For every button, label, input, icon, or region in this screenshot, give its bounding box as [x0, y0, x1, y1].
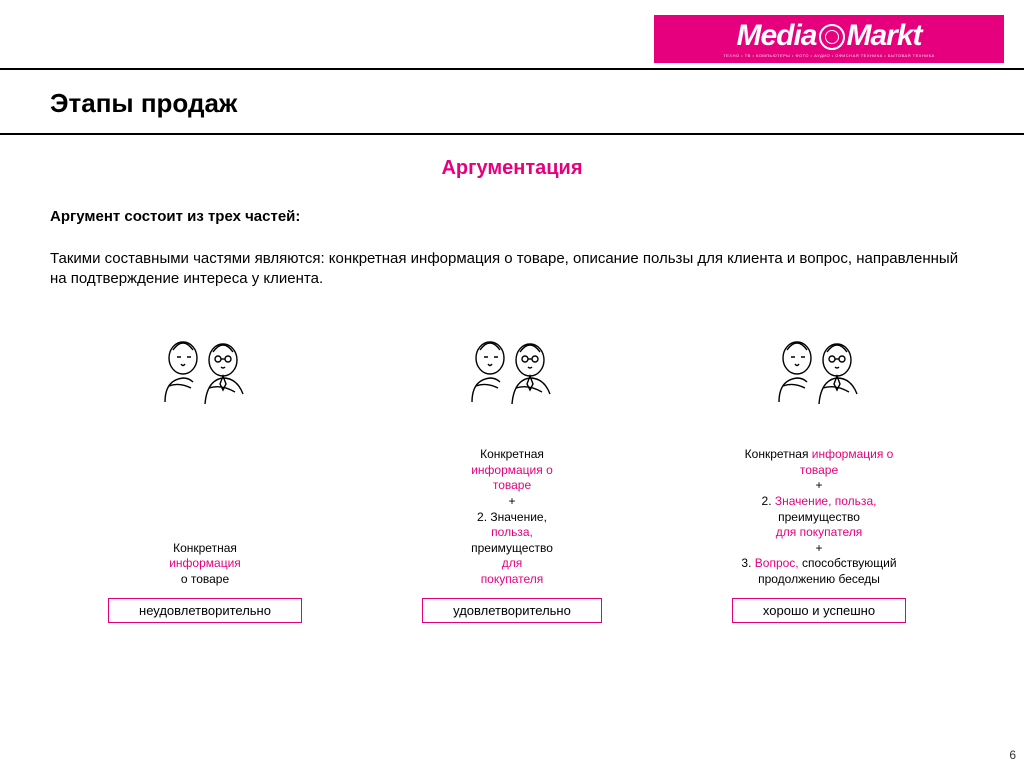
logo-right: Markt [847, 19, 922, 52]
rating-box: неудовлетворительно [108, 598, 302, 623]
two-people-icon [759, 330, 879, 420]
column-caption: Конкретнаяинформацияо товаре [169, 438, 241, 588]
page-number: 6 [1009, 748, 1016, 762]
header-bar: Media Markt ТЕХНО • ТВ • КОМПЬЮТЕРЫ • ФОТ… [0, 0, 1024, 70]
brand-logo: Media Markt ТЕХНО • ТВ • КОМПЬЮТЕРЫ • ФОТ… [654, 15, 1004, 63]
swirl-icon [819, 24, 845, 50]
two-people-icon [452, 330, 572, 420]
column-caption: Конкретная информация отоваре+2. Значени… [741, 438, 896, 588]
section-subtitle: Аргументация [50, 157, 974, 180]
column-2: Конкретнаяинформация отоваре+2. Значение… [367, 330, 657, 623]
two-people-icon [145, 330, 265, 420]
column-caption: Конкретнаяинформация отоваре+2. Значение… [471, 438, 553, 588]
page-title: Этапы продаж [50, 88, 974, 119]
logo-text: Media Markt [736, 21, 921, 51]
columns-row: Конкретнаяинформацияо товаре неудовлетвор… [50, 330, 974, 623]
content-area: Аргументация Аргумент состоит из трех ча… [0, 135, 1024, 623]
intro-heading: Аргумент состоит из трех частей: [50, 208, 974, 225]
column-1: Конкретнаяинформацияо товаре неудовлетвор… [60, 330, 350, 623]
title-bar: Этапы продаж [0, 70, 1024, 135]
logo-tagline: ТЕХНО • ТВ • КОМПЬЮТЕРЫ • ФОТО • АУДИО •… [723, 53, 934, 58]
rating-box: удовлетворительно [422, 598, 602, 623]
intro-paragraph: Такими составными частями являются: конк… [50, 249, 974, 290]
column-3: Конкретная информация отоваре+2. Значени… [674, 330, 964, 623]
logo-left: Media [736, 19, 816, 52]
rating-box: хорошо и успешно [732, 598, 906, 623]
